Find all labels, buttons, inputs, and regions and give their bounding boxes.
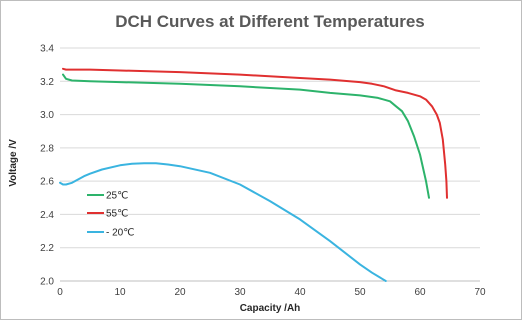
y-tick-label: 3.0	[40, 110, 54, 121]
y-tick-label: 2.0	[40, 277, 54, 288]
x-axis-label: Capacity /Ah	[240, 303, 301, 314]
y-axis: 2.0 2.2 2.4 2.6 2.8 3.0 3.2 3.4	[40, 44, 54, 288]
legend-label: 25℃	[106, 191, 128, 202]
y-tick-label: 2.2	[40, 243, 54, 254]
x-tick-label: 40	[294, 287, 306, 298]
y-axis-label: Voltage /V	[8, 139, 19, 187]
x-tick-label: 50	[354, 287, 366, 298]
series-line-2	[62, 67, 448, 199]
x-tick-label: 10	[114, 287, 126, 298]
y-tick-label: 2.6	[40, 177, 54, 188]
legend-label: - 20℃	[106, 228, 134, 239]
x-tick-label: 0	[57, 287, 63, 298]
series-line-1	[62, 73, 430, 199]
y-tick-label: 2.8	[40, 143, 54, 154]
grid	[60, 47, 480, 249]
legend: 25℃ 55℃ - 20℃	[87, 191, 134, 239]
y-tick-label: 3.2	[40, 77, 54, 88]
x-tick-label: 70	[474, 287, 486, 298]
y-tick-label: 3.4	[40, 44, 54, 55]
x-axis: 0 10 20 30 40 50 60 70	[57, 280, 486, 298]
series-group	[59, 67, 448, 282]
x-tick-label: 30	[234, 287, 246, 298]
chart-title: DCH Curves at Different Temperatures	[115, 12, 425, 31]
x-tick-label: 60	[414, 287, 426, 298]
y-tick-label: 2.4	[40, 210, 54, 221]
x-tick-label: 20	[174, 287, 186, 298]
legend-label: 55℃	[106, 209, 128, 220]
series-line-3	[59, 162, 387, 282]
